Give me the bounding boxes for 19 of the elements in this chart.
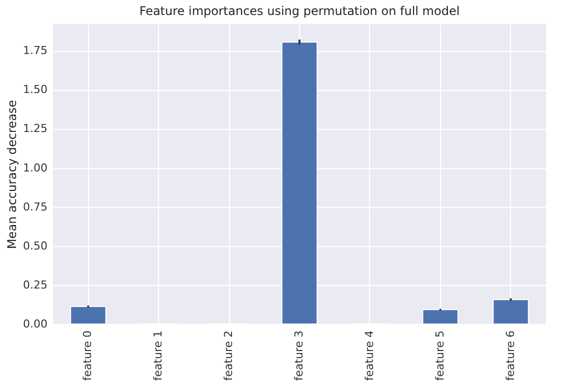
y-tick-label: 0.25 (23, 278, 48, 292)
y-tick-label: 1.25 (23, 122, 48, 136)
x-tick-label: feature 1 (152, 330, 165, 381)
chart-title: Feature importances using permutation on full model (139, 4, 460, 18)
x-tick-label: feature 3 (292, 330, 306, 381)
y-tick-label: 0.00 (23, 318, 48, 330)
y-axis-title: Mean accuracy decrease (5, 100, 20, 250)
y-tick-label: 1.50 (23, 83, 48, 96)
y-tick-label: 1.00 (23, 161, 48, 174)
x-tick-label: feature 0 (81, 330, 94, 381)
x-tick-label: feature 5 (433, 330, 446, 381)
x-tick-label: feature 6 (504, 330, 517, 381)
x-tick-label: feature 2 (222, 330, 236, 381)
bar (492, 299, 529, 324)
y-tick-label: 1.75 (23, 44, 48, 58)
y-tick-label: 0.50 (23, 239, 48, 252)
y-tick-label: 0.75 (23, 200, 48, 214)
x-tick-label: feature 4 (362, 330, 376, 381)
bar (70, 306, 106, 324)
